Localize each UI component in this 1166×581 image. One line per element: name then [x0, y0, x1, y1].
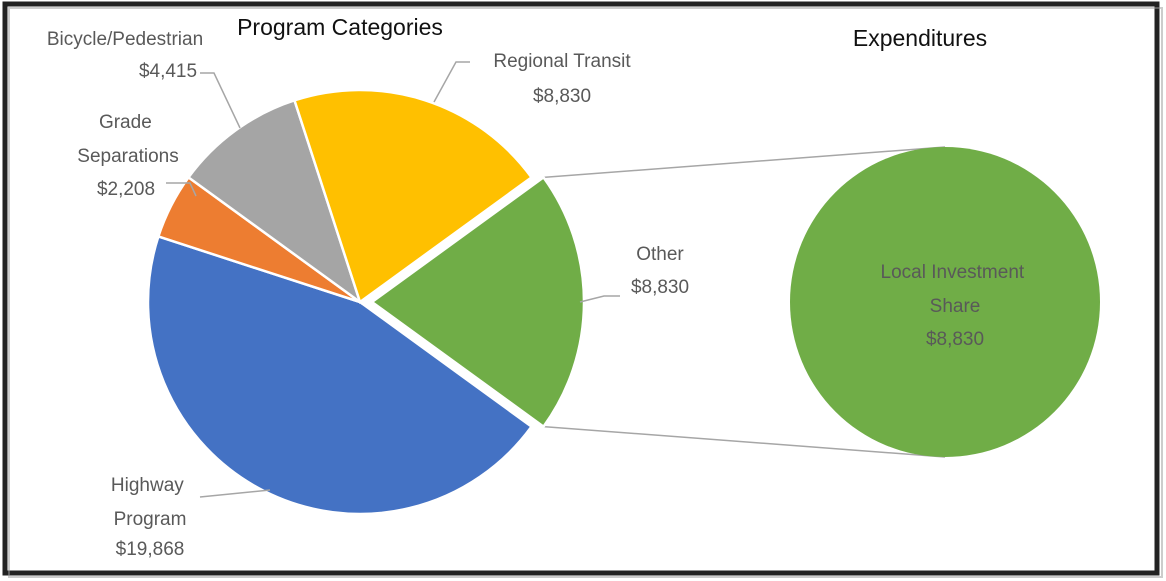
frame-shadow: [8, 7, 1163, 578]
pie-slice: [790, 147, 1100, 457]
category-label: Bicycle/Pedestrian: [47, 29, 203, 50]
category-label: Regional Transit: [493, 51, 631, 72]
value-label: $8,830: [533, 86, 591, 107]
category-label: Grade Separations: [77, 112, 178, 167]
leader-line: [579, 295, 620, 303]
pie-slice: [292, 88, 534, 305]
leader-line: [433, 61, 470, 103]
pie-slice: [369, 175, 586, 429]
pie-slice: [186, 98, 363, 306]
value-label: $4,415: [139, 61, 197, 82]
category-label: Other: [636, 244, 684, 265]
category-label: Highway Program: [111, 475, 189, 530]
chart-title: Program Categories: [237, 14, 443, 40]
value-label: $8,830: [926, 329, 984, 350]
leader-line: [166, 182, 197, 197]
leader-line: [200, 72, 241, 129]
value-label: $8,830: [631, 277, 689, 298]
category-label: Local Investment Share: [881, 262, 1030, 317]
connector-line: [543, 146, 946, 179]
leader-line: [199, 489, 271, 498]
chart-title: Expenditures: [853, 25, 987, 51]
value-label: $19,868: [116, 539, 185, 560]
value-label: $2,208: [97, 179, 155, 200]
connector-line: [543, 425, 946, 458]
